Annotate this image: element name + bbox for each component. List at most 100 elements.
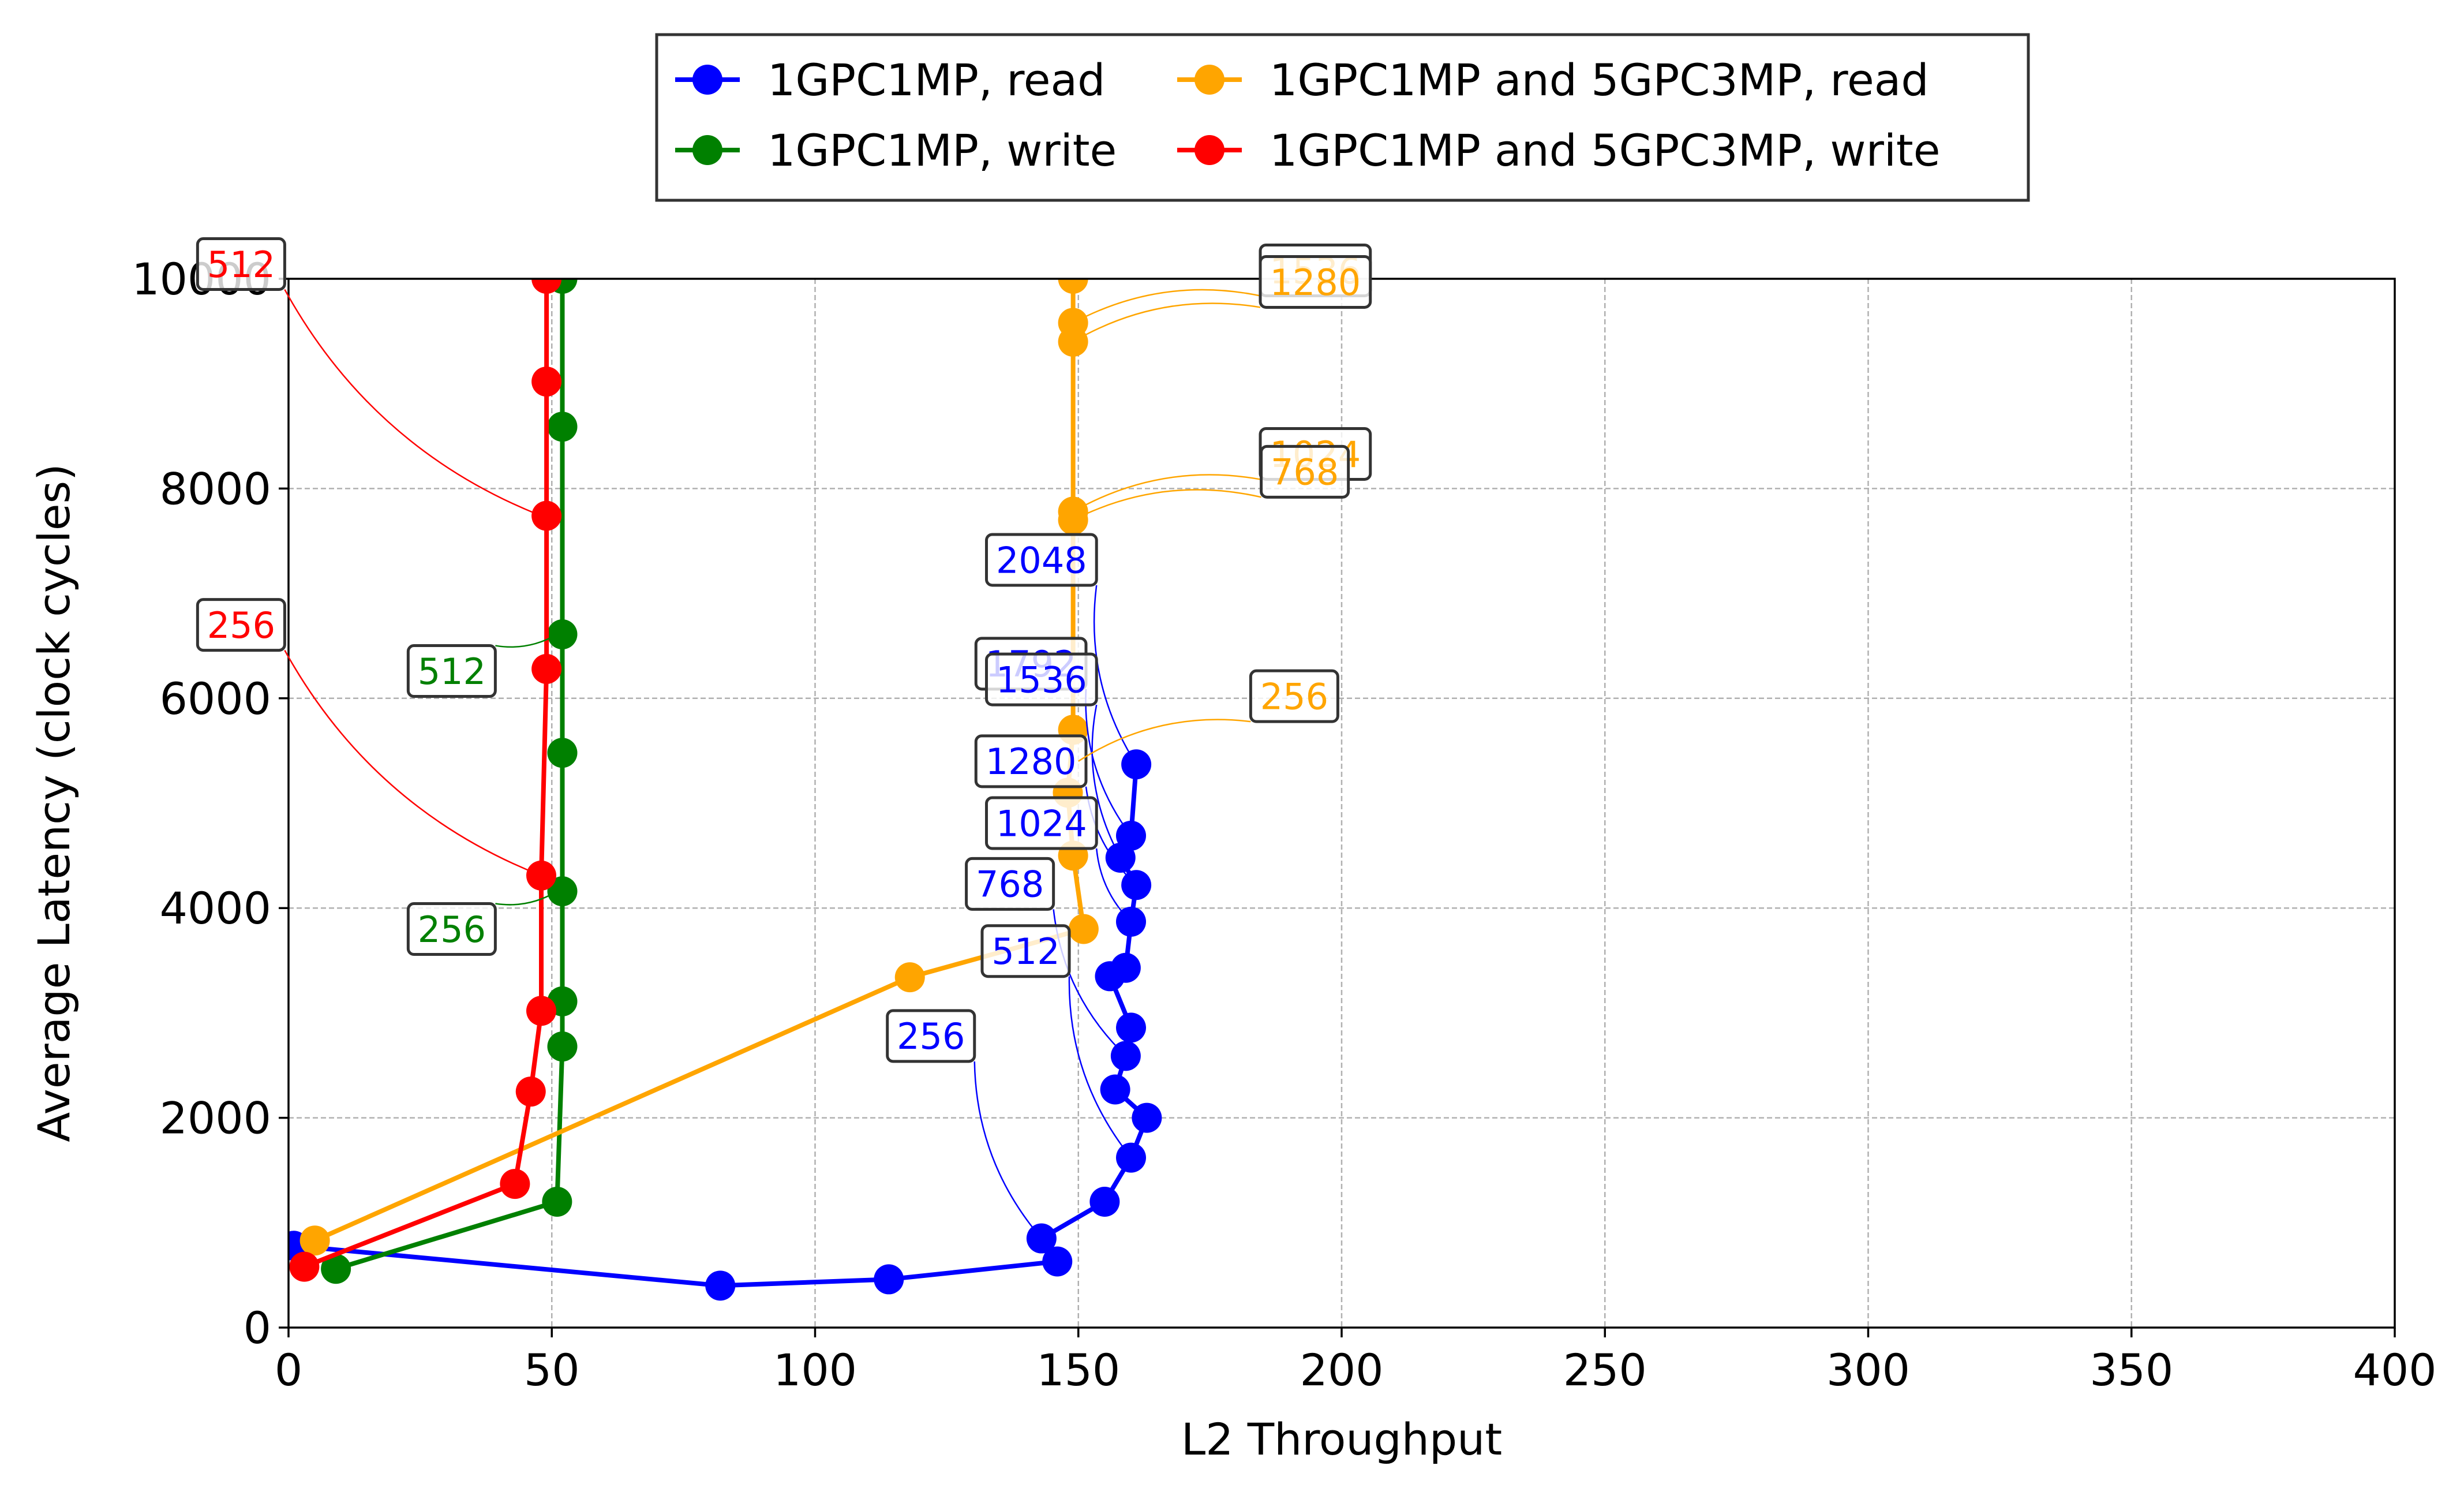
annotation-connector (1073, 489, 1261, 521)
annotation-connector (1073, 302, 1261, 343)
data-point (515, 1076, 546, 1107)
data-point (321, 1254, 351, 1284)
point-annotation: 256 (196, 598, 542, 877)
y-tick-label: 0 (244, 1302, 271, 1354)
annotation-box (886, 1009, 976, 1063)
data-point (547, 412, 578, 442)
annotation-box (985, 796, 1098, 850)
legend-label: 1GPC1MP, write (767, 125, 1117, 176)
data-point (1058, 279, 1088, 294)
point-annotation: 512 (406, 633, 558, 698)
data-point (874, 1264, 904, 1295)
point-annotation: 768 (1073, 444, 1350, 521)
y-tick-label: 2000 (160, 1093, 271, 1144)
legend-item: 1GPC1MP, read (675, 54, 1105, 106)
annotation-label: 256 (207, 604, 275, 646)
legend-item: 1GPC1MP and 5GPC3MP, write (1177, 125, 1941, 176)
point-annotation: 512 (196, 237, 542, 517)
annotation-connector (1068, 976, 1132, 1158)
point-annotation: 256 (886, 1009, 1042, 1239)
point-annotation: 1280 (1073, 255, 1372, 343)
x-tick-label: 100 (773, 1344, 857, 1396)
annotation-label: 256 (1260, 675, 1328, 717)
annotation-box (1259, 255, 1372, 309)
x-tick-label: 250 (1563, 1344, 1647, 1396)
annotation-connector (1078, 719, 1251, 762)
x-tick-label: 150 (1036, 1344, 1120, 1396)
legend-label: 1GPC1MP and 5GPC3MP, write (1270, 125, 1941, 176)
point-annotation: 256 (1078, 669, 1339, 762)
annotation-label: 512 (418, 651, 486, 693)
annotation-label: 2048 (996, 539, 1087, 581)
annotation-label: 1536 (996, 659, 1087, 701)
legend-frame (655, 33, 2030, 202)
point-annotation: 1536 (985, 652, 1121, 858)
data-point (1132, 1102, 1162, 1133)
annotation-box (965, 857, 1055, 911)
annotation-connector (1073, 474, 1261, 513)
x-tick-label: 300 (1826, 1344, 1910, 1396)
annotation-box (196, 237, 286, 291)
annotation-label: 256 (897, 1015, 965, 1057)
legend-label: 1GPC1MP and 5GPC3MP, read (1270, 54, 1929, 106)
data-point (1116, 1012, 1146, 1043)
annotation-connector (1073, 289, 1261, 324)
annotation-connector (1093, 585, 1137, 765)
data-point (531, 500, 562, 531)
point-annotation: 1024 (985, 796, 1132, 922)
data-point (894, 962, 925, 993)
legend-item: 1GPC1MP and 5GPC3MP, read (1177, 54, 1929, 106)
annotation-connector (1091, 704, 1121, 858)
data-point (526, 996, 556, 1026)
annotation-box (406, 902, 497, 956)
data-point (547, 738, 578, 768)
annotation-label: 1024 (996, 802, 1087, 844)
data-point (1089, 1186, 1120, 1217)
annotation-label: 512 (991, 930, 1059, 973)
data-point (531, 653, 562, 684)
legend-swatch-marker (692, 65, 722, 95)
annotation-connector (973, 1061, 1042, 1239)
legend: 1GPC1MP, read 1GPC1MP, write 1GPC1MP and 5… (655, 33, 2030, 202)
legend-swatch-marker (1194, 65, 1224, 95)
data-point (1042, 1246, 1073, 1277)
annotation-connector (495, 633, 558, 648)
annotation-label: 1280 (1270, 261, 1361, 304)
annotation-box (196, 598, 286, 652)
data-point (542, 1186, 572, 1217)
annotation-connector (1095, 848, 1132, 922)
y-tick-label: 8000 (160, 463, 271, 514)
legend-swatch-marker (692, 135, 722, 165)
x-tick-label: 350 (2089, 1344, 2173, 1396)
annotation-box (974, 734, 1088, 788)
y-tick-label: 4000 (160, 883, 271, 934)
annotation-box (985, 652, 1098, 706)
x-tick-label: 400 (2353, 1344, 2436, 1396)
annotations: 2048179215361280102476851225651225651225… (196, 237, 1372, 1239)
data-point (531, 367, 562, 397)
ticks: 0 50 100 150 200 250 300 350 4000200040006000800… (132, 253, 2436, 1396)
y-tick-label: 6000 (160, 673, 271, 724)
data-point (1100, 1074, 1130, 1105)
annotation-box (980, 924, 1071, 978)
legend-item: 1GPC1MP, write (675, 125, 1117, 176)
annotation-label: 768 (1271, 451, 1339, 494)
point-annotation: 1280 (974, 734, 1137, 886)
annotation-box (1260, 444, 1350, 499)
y-axis-label: Average Latency (clock cycles) (28, 463, 80, 1142)
annotation-connector (495, 891, 558, 906)
data-point (547, 876, 578, 907)
x-tick-label: 0 (275, 1344, 302, 1396)
annotation-label: 256 (418, 909, 486, 951)
data-point (299, 1225, 330, 1256)
data-point (289, 1251, 320, 1282)
annotation-connector (284, 289, 542, 517)
data-point (1068, 914, 1099, 944)
annotation-connector (1085, 689, 1132, 836)
series-2 (321, 279, 578, 1284)
data-point (1110, 952, 1141, 983)
annotation-label: 512 (207, 244, 275, 286)
x-tick-label: 200 (1300, 1344, 1383, 1396)
legend-swatch-marker (1194, 135, 1224, 165)
data-point (705, 1270, 736, 1301)
